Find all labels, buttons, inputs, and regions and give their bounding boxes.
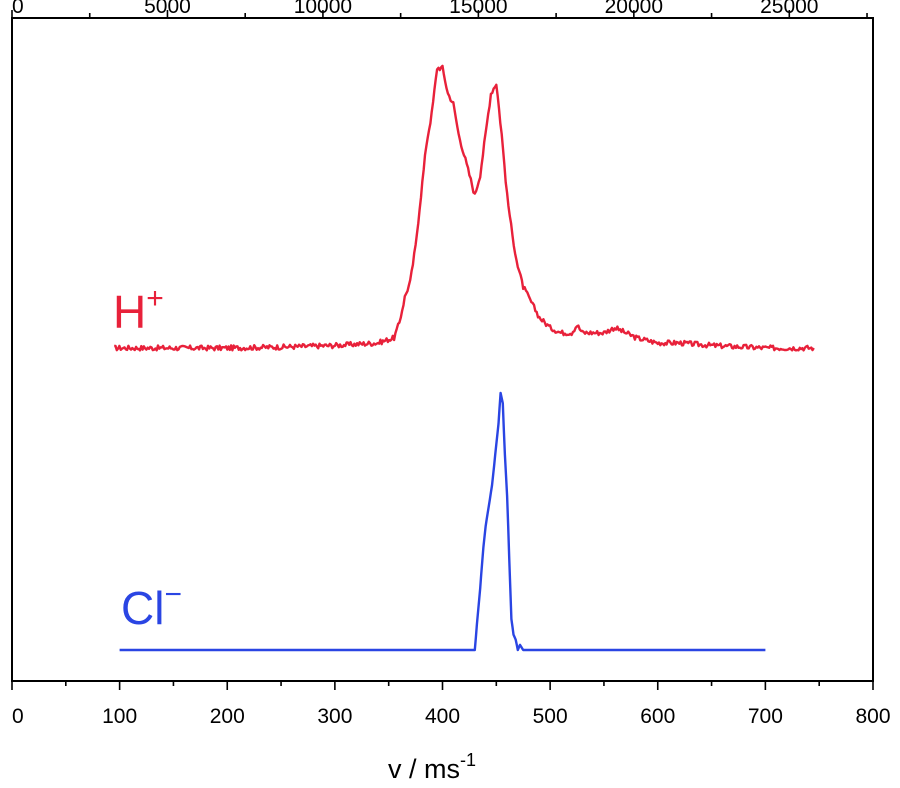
top-tick-label: 15000 (449, 0, 507, 18)
x-tick-label: 600 (640, 705, 675, 728)
x-tick-label: 100 (102, 705, 137, 728)
series-layer (114, 64, 815, 652)
series-label-h-plus: H+ (113, 282, 164, 338)
x-tick-label: 200 (210, 705, 245, 728)
x-tick-label: 500 (533, 705, 568, 728)
series-label-h-sup: + (146, 282, 164, 315)
bottom-axis-ticks: 0 100 200 300 400 500 600 700 800 (11, 681, 891, 728)
x-tick-label: 700 (748, 705, 783, 728)
x-tick-label: 800 (855, 705, 890, 728)
series-label-cl-main: Cl (121, 582, 164, 634)
series-line-h-plus (114, 64, 815, 352)
x-axis-title: v / ms-1 (388, 750, 476, 784)
top-tick-label: 0 (12, 0, 24, 18)
series-label-cl-sup: − (164, 578, 182, 611)
top-tick-label: 25000 (760, 0, 818, 18)
x-axis-title-exponent: -1 (460, 750, 476, 770)
top-tick-label: 5000 (144, 0, 191, 18)
x-axis-title-main: v / ms (388, 754, 460, 784)
x-tick-label: 0 (12, 705, 24, 728)
top-axis-ticks: 0 5000 10000 15000 20000 25000 (11, 0, 868, 18)
series-line-cl-minus (119, 391, 766, 652)
x-tick-label: 400 (425, 705, 460, 728)
top-tick-label: 10000 (294, 0, 352, 18)
series-label-h-main: H (113, 286, 146, 338)
series-label-cl-minus: Cl− (121, 578, 182, 634)
x-tick-label: 300 (317, 705, 352, 728)
top-tick-label: 20000 (605, 0, 663, 18)
